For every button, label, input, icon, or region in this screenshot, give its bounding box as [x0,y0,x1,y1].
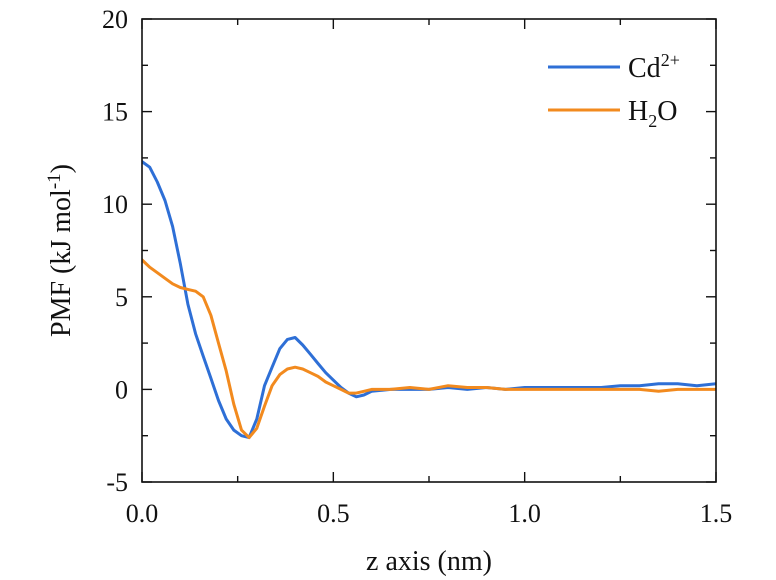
series-line-cd [142,160,716,440]
y-tick-label: 20 [102,5,128,34]
y-tick-label: 5 [115,283,128,312]
y-tick-label: 10 [102,190,128,219]
x-tick-label: 1.0 [508,499,541,528]
x-tick-label: 1.5 [700,499,733,528]
y-axis-label: PMF (kJ mol-1) [44,164,77,337]
y-tick-label: 0 [115,375,128,404]
labels-layer: z axis (nm) PMF (kJ mol-1) [44,164,492,577]
x-axis-label: z axis (nm) [366,546,492,577]
legend-label-cd: Cd2+ [628,50,680,84]
legend-label-h2o: H2O [628,96,677,131]
legend: Cd2+ H2O [548,50,680,131]
y-tick-label: 15 [102,98,128,127]
series-line-h2o [142,258,716,440]
x-tick-label: 0.0 [126,499,159,528]
series-layer [142,160,716,440]
y-tick-label: -5 [106,468,128,497]
plot-frame [141,18,717,483]
x-tick-label: 0.5 [317,499,350,528]
